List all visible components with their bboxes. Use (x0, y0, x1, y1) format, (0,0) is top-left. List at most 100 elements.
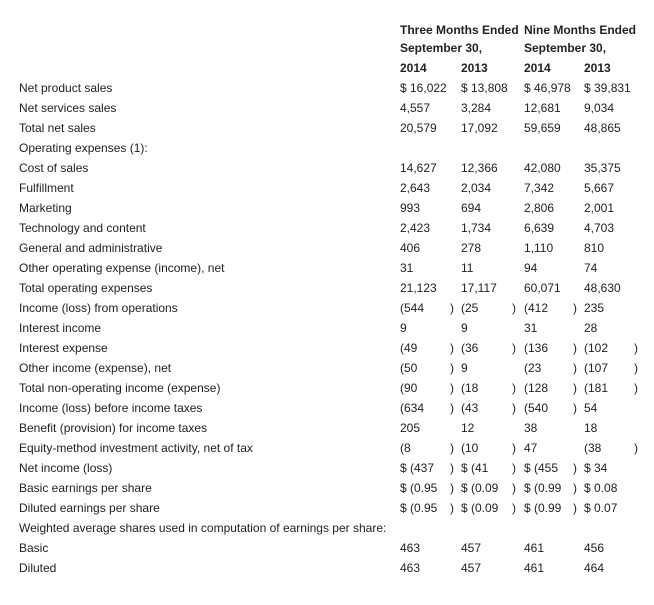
table-cell: 810 (584, 241, 605, 255)
table-cell: 993 (400, 201, 421, 215)
table-cell: 4,703 (584, 221, 615, 235)
closing-parenthesis: ) (634, 341, 638, 355)
table-cell: 463 (400, 541, 421, 555)
closing-parenthesis: ) (450, 401, 454, 415)
table-cell: 464 (584, 561, 605, 575)
closing-parenthesis: ) (450, 441, 454, 455)
table-cell: $ (455 (524, 461, 559, 475)
table-cell: 59,659 (524, 121, 561, 135)
closing-parenthesis: ) (450, 481, 454, 495)
table-cell: 1,734 (461, 221, 492, 235)
table-cell: 235 (584, 301, 605, 315)
table-cell: (36 (461, 341, 479, 355)
table-cell: 21,123 (400, 281, 437, 295)
table-cell: 48,630 (584, 281, 621, 295)
row-label: Net product sales (19, 81, 113, 95)
row-label: Interest income (19, 321, 102, 335)
closing-parenthesis: ) (634, 441, 638, 455)
row-label: Cost of sales (19, 161, 89, 175)
closing-parenthesis: ) (450, 361, 454, 375)
table-cell: 11 (461, 261, 474, 275)
closing-parenthesis: ) (512, 381, 516, 395)
closing-parenthesis: ) (450, 381, 454, 395)
table-cell: (50 (400, 361, 418, 375)
table-cell: (128 (524, 381, 549, 395)
header-nine-months: Nine Months Ended (524, 23, 636, 37)
closing-parenthesis: ) (634, 361, 638, 375)
table-cell: (136 (524, 341, 549, 355)
row-label: Total operating expenses (19, 281, 153, 295)
table-cell: 54 (584, 401, 598, 415)
table-cell: 461 (524, 561, 545, 575)
row-label: Interest expense (19, 341, 108, 355)
table-cell: 5,667 (584, 181, 615, 195)
table-cell: 48,865 (584, 121, 621, 135)
closing-parenthesis: ) (573, 401, 577, 415)
table-cell: (412 (524, 301, 549, 315)
table-cell: 94 (524, 261, 538, 275)
table-cell: 1,110 (524, 241, 554, 255)
closing-parenthesis: ) (512, 441, 516, 455)
table-cell: (25 (461, 301, 479, 315)
table-cell: 3,284 (461, 101, 492, 115)
table-cell: 694 (461, 201, 482, 215)
closing-parenthesis: ) (573, 461, 577, 475)
table-cell: 4,557 (400, 101, 431, 115)
row-label: Weighted average shares used in computat… (19, 521, 387, 535)
header-period-three: September 30, (400, 41, 483, 55)
table-cell: $ (0.09 (461, 501, 499, 515)
table-cell: 12 (461, 421, 475, 435)
table-cell: $ 46,978 (524, 81, 571, 95)
closing-parenthesis: ) (573, 361, 577, 375)
table-cell: $ 16,022 (400, 81, 447, 95)
closing-parenthesis: ) (512, 341, 516, 355)
table-cell: $ 0.08 (584, 481, 618, 495)
table-cell: $ 34 (584, 461, 608, 475)
row-label: Income (loss) before income taxes (19, 401, 203, 415)
table-cell: 406 (400, 241, 421, 255)
table-cell: 18 (584, 421, 598, 435)
row-label: Basic (19, 541, 49, 555)
header-period-nine: September 30, (524, 41, 607, 55)
table-cell: 2,423 (400, 221, 431, 235)
table-cell: 9 (461, 321, 468, 335)
row-label: Diluted (19, 561, 57, 575)
table-cell: (102 (584, 341, 609, 355)
closing-parenthesis: ) (512, 301, 516, 315)
table-cell: 457 (461, 541, 482, 555)
table-cell: 38 (524, 421, 538, 435)
table-cell: (23 (524, 361, 542, 375)
row-label: Marketing (19, 201, 72, 215)
closing-parenthesis: ) (450, 501, 454, 515)
table-cell: 12,681 (524, 101, 561, 115)
table-cell: (181 (584, 381, 609, 395)
table-cell: 463 (400, 561, 421, 575)
row-label: General and administrative (19, 241, 163, 255)
table-cell: $ 13,808 (461, 81, 508, 95)
closing-parenthesis: ) (512, 501, 516, 515)
table-cell: 47 (524, 441, 538, 455)
table-cell: 2,806 (524, 201, 555, 215)
closing-parenthesis: ) (573, 301, 577, 315)
row-label: Equity-method investment activity, net o… (19, 441, 253, 455)
row-label: Diluted earnings per share (19, 501, 160, 515)
closing-parenthesis: ) (634, 381, 638, 395)
row-label: Fulfillment (19, 181, 74, 195)
table-cell: $ 39,831 (584, 81, 631, 95)
table-cell: (8 (400, 441, 411, 455)
table-cell: 31 (400, 261, 414, 275)
closing-parenthesis: ) (512, 461, 516, 475)
table-cell: 2,643 (400, 181, 431, 195)
table-cell: $ (0.95 (400, 501, 438, 515)
closing-parenthesis: ) (573, 501, 577, 515)
row-label: Total non-operating income (expense) (19, 381, 221, 395)
table-cell: 461 (524, 541, 545, 555)
closing-parenthesis: ) (573, 381, 577, 395)
table-cell: 2,034 (461, 181, 492, 195)
table-cell: (634 (400, 401, 425, 415)
row-label: Net services sales (19, 101, 117, 115)
table-cell: (18 (461, 381, 479, 395)
row-label: Other operating expense (income), net (19, 261, 225, 275)
table-cell: 2,001 (584, 201, 615, 215)
table-cell: (38 (584, 441, 602, 455)
